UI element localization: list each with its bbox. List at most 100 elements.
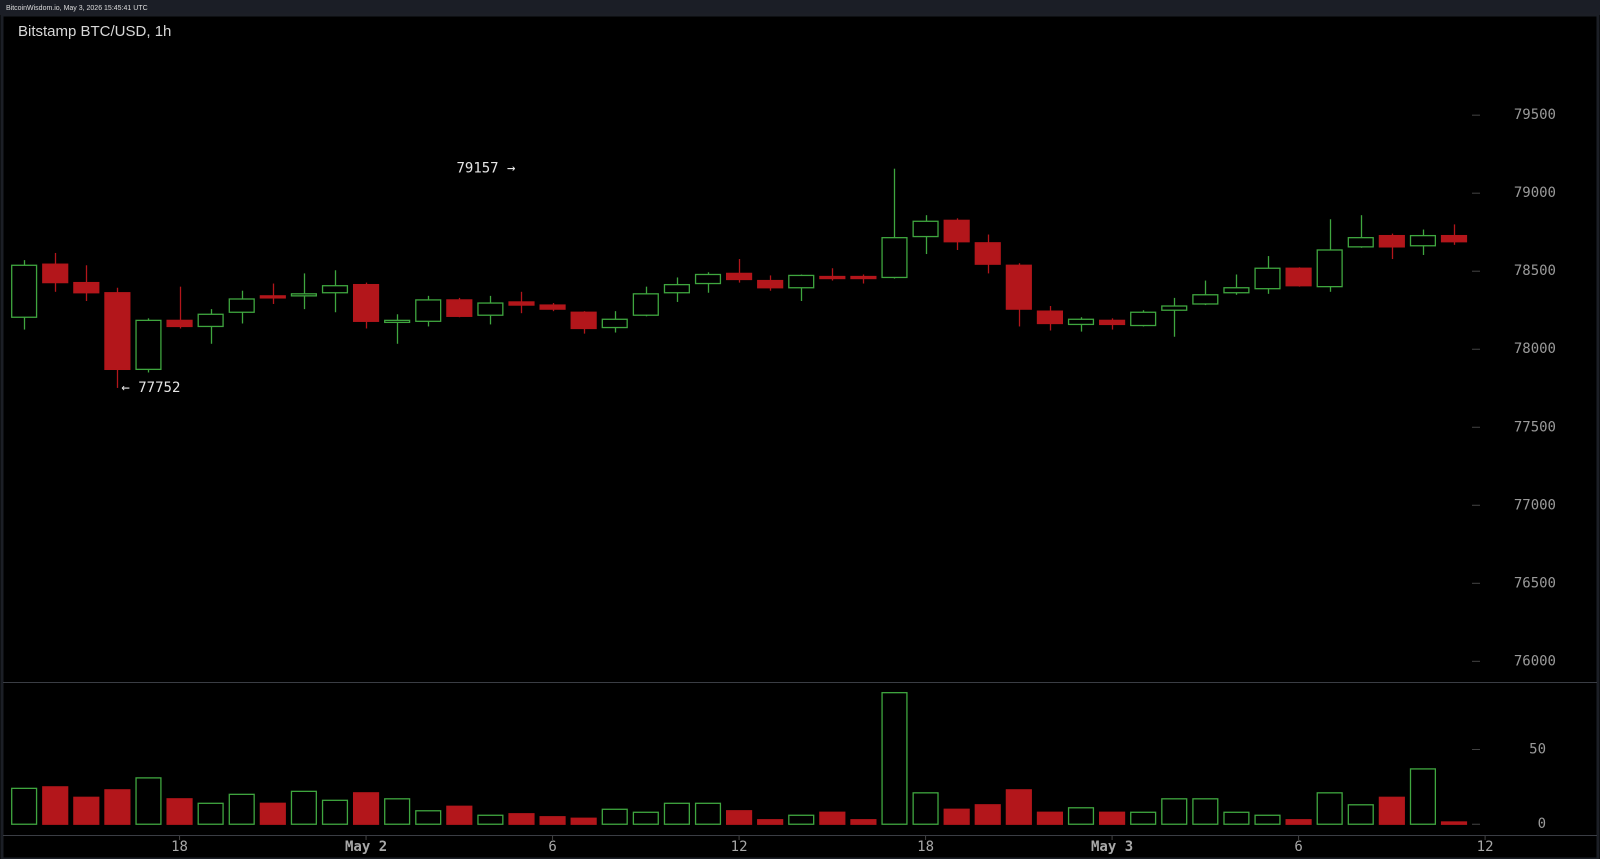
volume-bar — [73, 796, 100, 825]
x-tick-label: 18 — [917, 839, 934, 855]
candle-body — [881, 237, 908, 279]
candle-body — [135, 319, 162, 371]
y-tick-label: 76500 — [1514, 575, 1556, 591]
candle-body — [912, 220, 939, 238]
candle-body — [197, 313, 224, 328]
header-text: BitcoinWisdom.io, May 3, 2026 15:45:41 U… — [6, 5, 148, 12]
volume-bar — [912, 792, 939, 825]
candle-body — [321, 285, 349, 294]
volume-bar — [1161, 798, 1188, 825]
volume-bar — [1409, 768, 1437, 825]
candle-body — [228, 298, 255, 313]
candle-body — [11, 264, 38, 318]
volume-bar — [881, 692, 908, 825]
candle-body — [1440, 234, 1468, 243]
volume-bar — [850, 819, 877, 825]
x-tick-label: May 3 — [1091, 839, 1133, 855]
chart-frame — [0, 13, 1600, 859]
candle-body — [601, 318, 628, 329]
volume-bar — [757, 819, 784, 825]
x-tick-label: 12 — [1477, 839, 1494, 855]
volume-bar — [632, 811, 659, 825]
candle-body — [570, 311, 597, 330]
candle-body — [1161, 305, 1188, 311]
candle-body — [1409, 234, 1437, 247]
candle-body — [974, 242, 1001, 265]
volume-bar — [290, 790, 317, 825]
volume-bar — [694, 802, 722, 825]
x-tick-label: May 2 — [345, 839, 387, 855]
volume-bar — [1440, 821, 1468, 825]
x-tick-label: 18 — [171, 839, 188, 855]
candle-body — [1099, 319, 1126, 326]
y-tick-label: 78500 — [1514, 263, 1556, 279]
candle-body — [632, 293, 659, 316]
volume-bar — [601, 808, 628, 825]
volume-tick-label: 0 — [1538, 816, 1546, 832]
volume-bar — [446, 805, 473, 825]
volume-bar — [11, 787, 38, 825]
candle-body — [943, 219, 970, 243]
price-annotation: ← 77752 — [121, 380, 180, 396]
candle-body — [1223, 287, 1250, 294]
volume-bar — [974, 804, 1001, 825]
volume-bar — [352, 792, 380, 825]
candle-body — [508, 301, 535, 306]
volume-bar — [259, 802, 286, 825]
y-tick-label: 76000 — [1514, 653, 1556, 669]
volume-bar — [1005, 789, 1032, 825]
candle-body — [1316, 249, 1343, 288]
volume-bar — [477, 814, 504, 825]
candle-body — [384, 319, 411, 324]
candle-body — [819, 275, 846, 280]
candle-body — [1036, 310, 1064, 325]
candle-body — [850, 275, 877, 280]
candle-body — [788, 274, 815, 289]
candle-body — [1254, 267, 1281, 290]
volume-bar — [1067, 807, 1095, 825]
candle-body — [166, 319, 193, 328]
candle-body — [663, 283, 690, 294]
volume-bar — [570, 817, 597, 825]
volume-tick-label: 50 — [1529, 741, 1546, 757]
volume-bar — [788, 814, 815, 825]
volume-bar — [321, 799, 349, 825]
y-tick-label: 77500 — [1514, 419, 1556, 435]
volume-bar — [228, 793, 255, 825]
candle-body — [1347, 237, 1374, 248]
volume-bar — [539, 816, 566, 825]
volume-bar — [943, 808, 970, 825]
candle-body — [694, 273, 722, 285]
y-tick-label: 78000 — [1514, 341, 1556, 357]
candle-body — [539, 304, 566, 310]
volume-bar — [197, 802, 224, 825]
volume-bar — [1285, 819, 1312, 825]
y-tick-label: 79000 — [1514, 185, 1556, 201]
candle-body — [73, 281, 100, 294]
volume-bar — [1316, 792, 1343, 825]
volume-bar — [725, 810, 753, 825]
candle-body — [1067, 318, 1095, 326]
y-tick-label: 79500 — [1514, 107, 1556, 123]
candle-body — [415, 299, 442, 322]
volume-bar — [1378, 796, 1405, 825]
volume-bar — [1130, 811, 1157, 825]
candle-body — [1192, 294, 1219, 305]
candle-body — [725, 272, 753, 281]
candle-body — [1005, 264, 1032, 310]
volume-bar — [1192, 798, 1219, 825]
candle-body — [290, 293, 317, 297]
volume-bar — [415, 810, 442, 825]
volume-bar — [166, 798, 193, 825]
volume-bar — [104, 789, 131, 825]
x-tick-label: 6 — [548, 839, 556, 855]
volume-bar — [819, 811, 846, 825]
candle-body — [259, 295, 286, 299]
volume-bar — [1347, 804, 1374, 825]
volume-bar — [663, 802, 690, 825]
candle-body — [42, 263, 69, 284]
candle-body — [1378, 234, 1405, 248]
candle-body — [1285, 267, 1312, 287]
